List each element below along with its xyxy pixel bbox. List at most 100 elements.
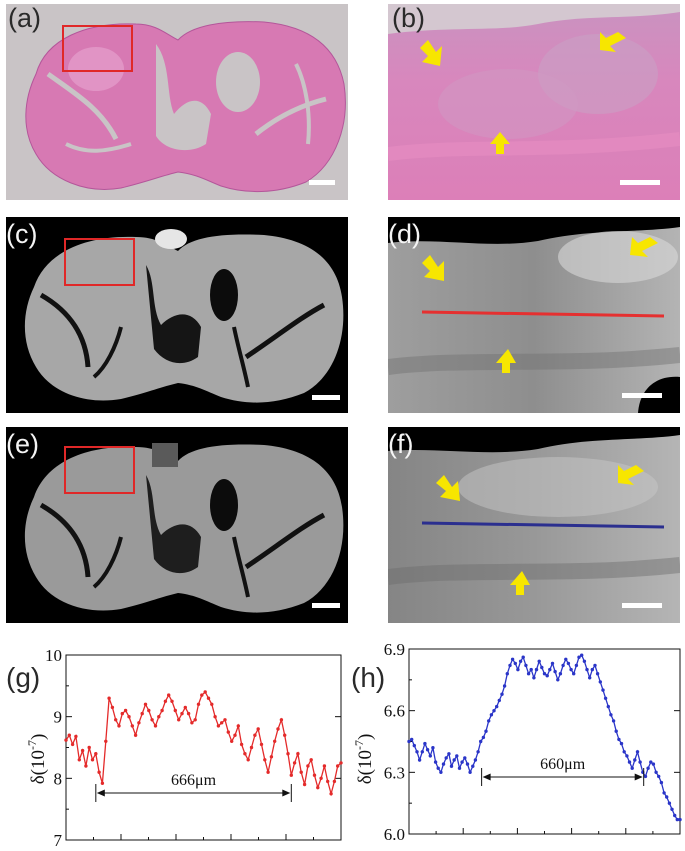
data-point (598, 680, 602, 684)
data-point (558, 672, 563, 676)
data-point (545, 674, 549, 678)
panel-b: (b) (388, 4, 680, 200)
data-point (114, 718, 118, 722)
data-point (110, 705, 115, 710)
data-point (415, 750, 419, 754)
data-point (476, 750, 480, 754)
data-point (436, 766, 440, 770)
data-point (534, 667, 539, 672)
data-point (233, 733, 237, 737)
data-point (273, 739, 277, 743)
data-point (412, 743, 416, 748)
data-point (283, 733, 287, 737)
data-point (104, 739, 108, 743)
bright-region (458, 457, 658, 517)
data-point (489, 713, 494, 717)
data-point (678, 817, 682, 822)
data-point (665, 795, 669, 799)
xray-zoom-image (388, 427, 680, 623)
panel-d: (d) (388, 217, 680, 413)
data-point (550, 661, 555, 666)
data-point (226, 730, 230, 734)
data-point (137, 721, 141, 725)
data-point (638, 760, 642, 764)
arrowhead-icon (634, 773, 643, 781)
data-point (302, 782, 307, 787)
arrowhead-icon (282, 789, 291, 797)
data-point (540, 665, 544, 670)
data-point (463, 756, 467, 760)
xray-zoom-image (388, 217, 680, 413)
data-point (249, 745, 254, 750)
y-tick-label: 9 (54, 708, 63, 727)
data-point (220, 721, 224, 725)
data-point (292, 761, 297, 765)
data-point (460, 760, 464, 764)
data-point (521, 655, 525, 659)
data-point (150, 718, 154, 722)
data-point (183, 705, 187, 710)
data-point (167, 693, 171, 697)
tissue-crack (294, 63, 311, 145)
data-point (611, 719, 616, 723)
data-point (593, 663, 597, 668)
data-point (630, 766, 634, 770)
data-point (193, 718, 197, 722)
data-point (646, 766, 650, 770)
data-point (627, 760, 632, 764)
data-point (651, 762, 656, 766)
scale-bar (620, 180, 660, 185)
data-point (588, 676, 592, 680)
data-point (513, 661, 517, 666)
data-point (529, 667, 533, 672)
data-point (479, 739, 483, 744)
data-point (447, 752, 451, 756)
chart-panel-label: (h) (351, 662, 385, 693)
image-edge (388, 217, 680, 244)
series-line (408, 654, 680, 821)
data-point (510, 657, 515, 661)
data-point (526, 672, 531, 676)
data-point (508, 663, 512, 668)
data-point (332, 779, 337, 784)
xray-overview-image (6, 217, 348, 413)
data-point (614, 729, 618, 733)
tissue-band (388, 132, 680, 161)
data-point (673, 813, 677, 818)
panel-label: (c) (6, 219, 38, 249)
lesion-region (68, 47, 124, 91)
tissue-crack (92, 536, 123, 589)
data-point (147, 708, 151, 713)
bright-region (558, 231, 678, 283)
data-point (206, 696, 211, 700)
scale-bar (312, 395, 340, 400)
data-point (256, 727, 260, 731)
tissue-crack (232, 536, 250, 598)
y-tick-label: 10 (45, 646, 62, 665)
data-point (441, 762, 446, 766)
arrow-icon (618, 465, 644, 485)
arrowhead-icon (96, 789, 105, 797)
data-point (518, 659, 523, 663)
data-point (77, 758, 82, 762)
ventricle (146, 265, 201, 364)
data-point (316, 785, 320, 790)
debris (152, 443, 178, 467)
data-point (186, 711, 191, 716)
data-point (502, 684, 507, 688)
data-point (590, 667, 594, 672)
panel-label: (e) (6, 429, 39, 459)
y-axis-label: δ(10-7) (25, 734, 49, 785)
y-tick-label: 6.0 (384, 825, 405, 844)
data-point (67, 733, 72, 737)
data-point (200, 693, 204, 697)
data-point (481, 735, 486, 740)
roi-box (62, 25, 133, 72)
data-point (90, 758, 95, 762)
data-point (452, 758, 456, 762)
chart-panel-label: (g) (6, 662, 40, 693)
data-point (425, 748, 430, 752)
panel-f: (f) (388, 427, 680, 623)
data-point (296, 752, 300, 756)
data-point (649, 760, 653, 764)
